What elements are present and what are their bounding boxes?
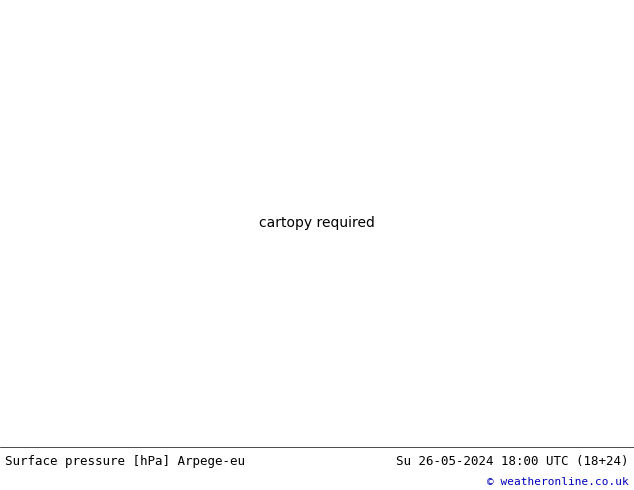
Text: Surface pressure [hPa] Arpege-eu: Surface pressure [hPa] Arpege-eu — [5, 455, 245, 468]
Text: Su 26-05-2024 18:00 UTC (18+24): Su 26-05-2024 18:00 UTC (18+24) — [396, 455, 629, 468]
Text: © weatheronline.co.uk: © weatheronline.co.uk — [488, 477, 629, 487]
Text: cartopy required: cartopy required — [259, 216, 375, 230]
